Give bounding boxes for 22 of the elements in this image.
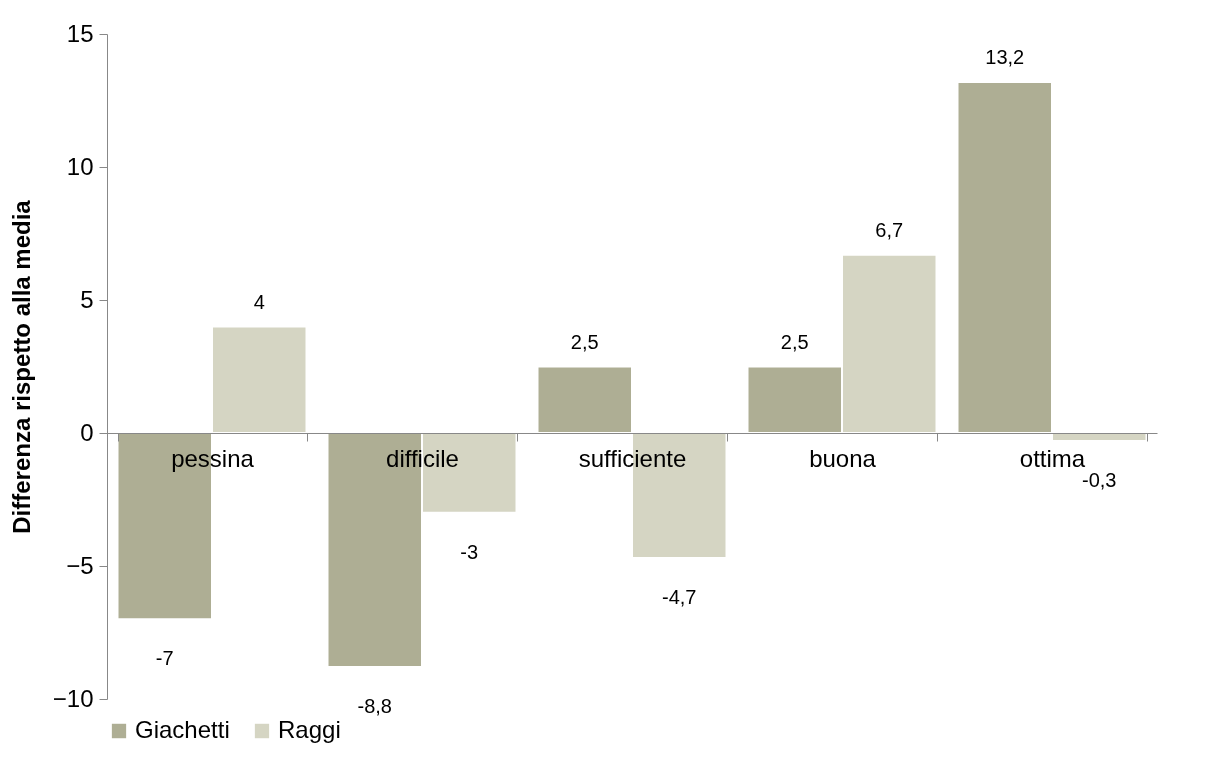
y-tick-label: 0 [80, 418, 94, 446]
data-label: 13,2 [985, 45, 1025, 68]
y-tick-label: 10 [66, 152, 94, 180]
data-label: 6,7 [875, 218, 904, 241]
x-tick-label: buona [809, 444, 877, 472]
y-axis-title: Differenza rispetto alla media [7, 199, 35, 534]
y-tick-label: 5 [80, 285, 94, 313]
y-tick-label: 15 [66, 19, 94, 47]
x-tick-label: pessina [171, 444, 255, 472]
legend-label: Raggi [278, 716, 341, 743]
data-label: -7 [155, 647, 174, 670]
x-tick-label: sufficiente [578, 444, 687, 472]
y-tick-label: −5 [66, 551, 94, 579]
data-label: 4 [253, 290, 265, 313]
data-label: -8,8 [357, 695, 392, 718]
x-tick-label: difficile [386, 444, 459, 472]
data-label: -4,7 [662, 586, 697, 609]
legend-label: Giachetti [135, 716, 230, 743]
data-label: 2,5 [780, 330, 809, 353]
data-label: 2,5 [570, 330, 599, 353]
data-label: -3 [460, 540, 479, 563]
y-tick-label: −10 [52, 684, 94, 712]
